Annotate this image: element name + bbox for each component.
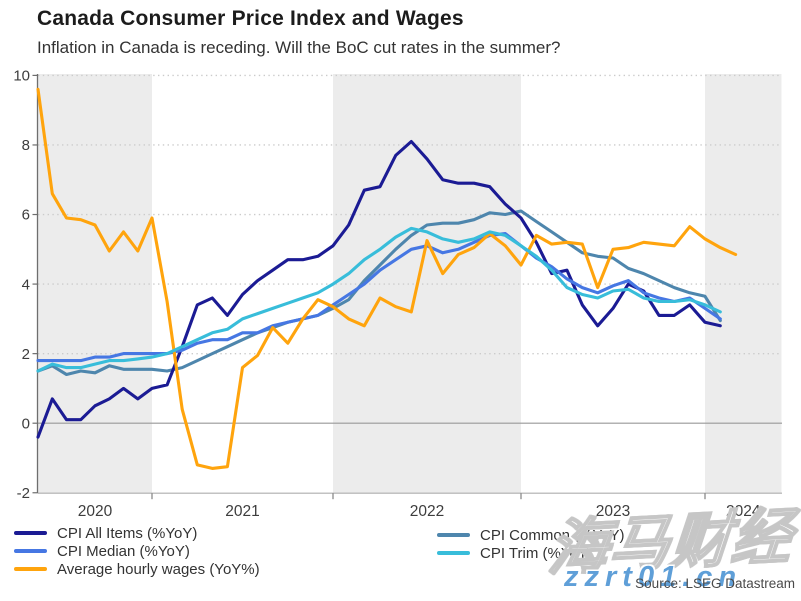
series-line-cpi-all-items-yoy — [36, 139, 722, 439]
series-line-cpi-trim-yoy — [36, 226, 722, 373]
y-tick-label: 2 — [22, 346, 30, 363]
source-note: Source: LSEG Datastream — [635, 576, 795, 591]
x-tick-label: 2021 — [225, 503, 259, 520]
x-tick-label: 2022 — [410, 503, 444, 520]
x-tick-label: 2024 — [726, 503, 761, 520]
x-tick-label: 2023 — [596, 503, 630, 520]
y-tick-label: 0 — [22, 415, 30, 432]
series-line-cpi-common-yoy — [36, 209, 722, 377]
x-tick-label: 2020 — [78, 503, 113, 520]
series-line-cpi-median-yoy — [36, 232, 722, 363]
watermark-url-text: zzrt01.cn — [564, 561, 743, 593]
y-tick-label: 6 — [22, 207, 30, 224]
page-title: Canada Consumer Price Index and Wages — [37, 7, 464, 30]
y-tick-label: -2 — [17, 485, 30, 502]
y-tick-label: 10 — [13, 68, 30, 85]
page-subtitle: Inflation in Canada is receding. Will th… — [37, 38, 561, 57]
series-line-average-hourly-wages-yoy — [36, 87, 738, 470]
y-tick-label: 4 — [22, 276, 30, 293]
y-tick-label: 8 — [22, 137, 30, 154]
year-shade-band — [705, 74, 782, 494]
